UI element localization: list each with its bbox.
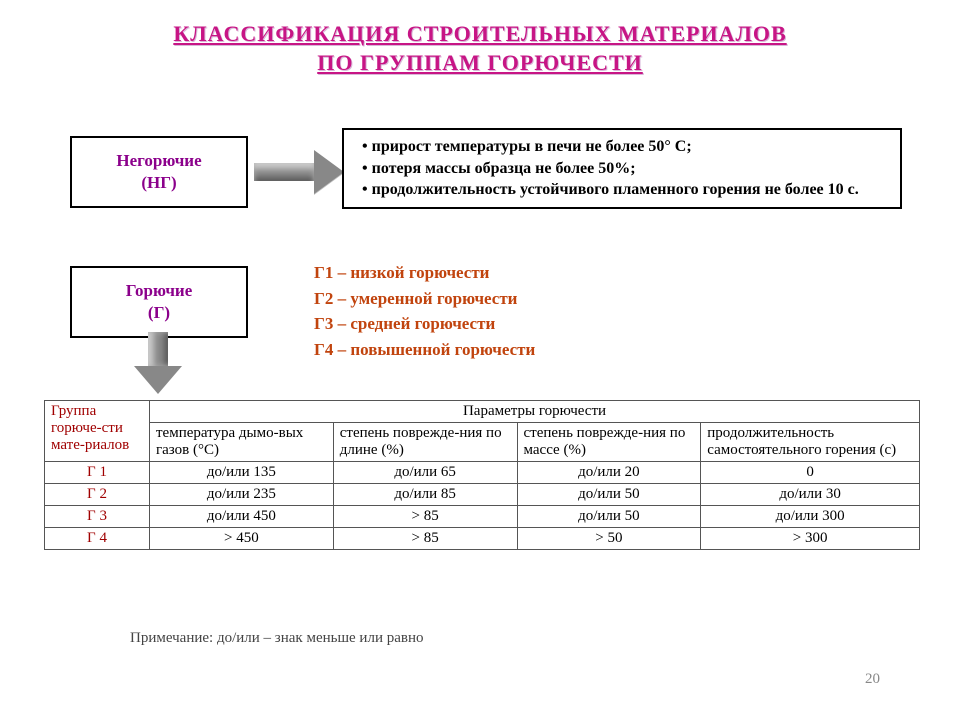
ng-criteria-box: прирост температуры в печи не более 50° … [342,128,902,209]
cell-val: до/или 85 [333,484,517,506]
cell-val: до/или 235 [150,484,334,506]
flammability-table: Группа горюче-сти мате-риалов Параметры … [44,400,920,550]
ng-box: Негорючие (НГ) [70,136,248,208]
col-time: продолжительность самостоятельного горен… [701,423,920,462]
table-rowhead: Группа горюче-сти мате-риалов [45,401,150,462]
criteria-item: продолжительность устойчивого пламенного… [362,179,890,201]
table-paramhead: Параметры горючести [150,401,920,423]
cell-group: Г 4 [45,528,150,550]
cell-val: до/или 30 [701,484,920,506]
criteria-item: прирост температуры в печи не более 50° … [362,136,890,158]
criteria-item: потеря массы образца не более 50%; [362,158,890,180]
title-line2: ПО ГРУППАМ ГОРЮЧЕСТИ [317,50,643,75]
table-row: Г 1 до/или 135 до/или 65 до/или 20 0 [45,462,920,484]
ng-label2: (НГ) [141,173,176,192]
cell-val: > 450 [150,528,334,550]
level-g1: Г1 – низкой горючести [314,260,535,286]
cell-val: 0 [701,462,920,484]
cell-val: до/или 50 [517,506,701,528]
page-number: 20 [865,671,880,688]
cell-val: до/или 135 [150,462,334,484]
title-line1: КЛАССИФИКАЦИЯ СТРОИТЕЛЬНЫХ МАТЕРИАЛОВ [173,21,786,46]
g-label2: (Г) [148,303,170,322]
ng-label1: Негорючие [116,151,201,170]
cell-val: до/или 300 [701,506,920,528]
cell-val: до/или 450 [150,506,334,528]
arrow-down-icon [128,332,188,394]
col-length: степень поврежде-ния по длине (%) [333,423,517,462]
table-row: Г 2 до/или 235 до/или 85 до/или 50 до/ил… [45,484,920,506]
g-box: Горючие (Г) [70,266,248,338]
cell-val: > 300 [701,528,920,550]
cell-val: > 85 [333,528,517,550]
page-title: КЛАССИФИКАЦИЯ СТРОИТЕЛЬНЫХ МАТЕРИАЛОВ ПО… [0,0,960,83]
g-label1: Горючие [126,281,193,300]
table-row: Г 3 до/или 450 > 85 до/или 50 до/или 300 [45,506,920,528]
level-g4: Г4 – повышенной горючести [314,337,535,363]
col-mass: степень поврежде-ния по массе (%) [517,423,701,462]
cell-val: до/или 20 [517,462,701,484]
cell-val: до/или 65 [333,462,517,484]
level-g2: Г2 – умеренной горючести [314,286,535,312]
cell-val: > 85 [333,506,517,528]
cell-val: до/или 50 [517,484,701,506]
g-levels: Г1 – низкой горючести Г2 – умеренной гор… [314,260,535,362]
col-temp: температура дымо-вых газов (°С) [150,423,334,462]
cell-group: Г 2 [45,484,150,506]
cell-val: > 50 [517,528,701,550]
footnote: Примечание: до/или – знак меньше или рав… [130,630,424,647]
ng-row: Негорючие (НГ) [70,136,354,208]
arrow-right-icon [254,152,348,192]
cell-group: Г 1 [45,462,150,484]
level-g3: Г3 – средней горючести [314,311,535,337]
cell-group: Г 3 [45,506,150,528]
table-row: Г 4 > 450 > 85 > 50 > 300 [45,528,920,550]
